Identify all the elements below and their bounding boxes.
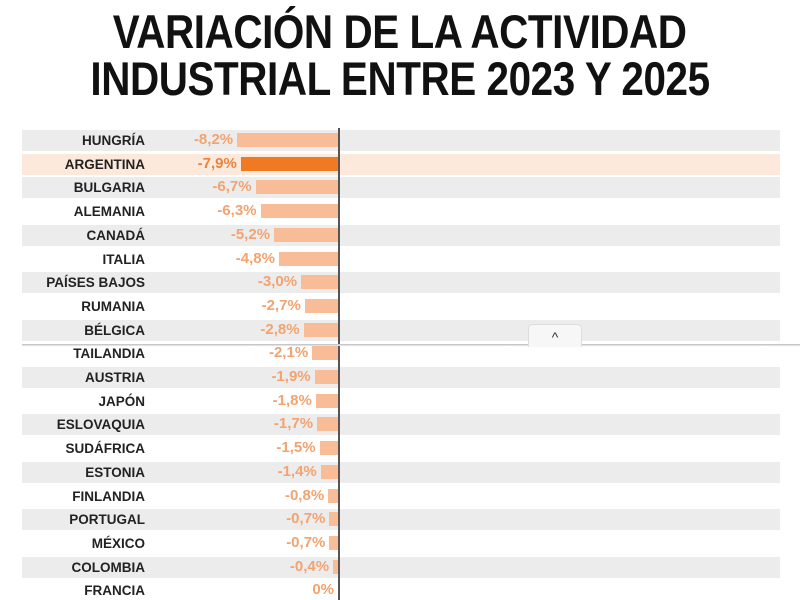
bar-austria bbox=[314, 370, 338, 384]
value-label: -0,7% bbox=[286, 510, 326, 528]
category-label: BULGARIA bbox=[73, 180, 145, 196]
category-label: HUNGRÍA bbox=[82, 133, 145, 148]
category-label: MÉXICO bbox=[91, 535, 145, 551]
scroll-to-top-button[interactable]: ^ bbox=[528, 324, 582, 347]
row-stripe bbox=[22, 556, 780, 578]
screen-seam-divider bbox=[22, 344, 800, 346]
bar-japón bbox=[315, 393, 338, 408]
category-label: ARGENTINA bbox=[64, 156, 145, 172]
row-stripe bbox=[22, 367, 780, 388]
row-stripe bbox=[22, 224, 780, 246]
chart-title-line-1: VARIACIÓN DE LA ACTIVIDAD bbox=[0, 8, 800, 56]
row-stripe bbox=[22, 319, 780, 341]
bar-bélgica bbox=[303, 322, 338, 337]
bar-canadá bbox=[274, 227, 338, 242]
category-label: BÉLGICA bbox=[84, 322, 145, 338]
value-label: -2,1% bbox=[268, 344, 309, 362]
value-label: -5,2% bbox=[230, 225, 271, 243]
category-label: CANADÁ bbox=[86, 227, 146, 243]
value-label: -0,8% bbox=[284, 486, 325, 504]
category-label: RUMANIA bbox=[81, 298, 145, 314]
bar-portugal bbox=[329, 512, 338, 527]
category-label: ESLOVAQUIA bbox=[56, 417, 145, 433]
bar-eslovaquia bbox=[317, 417, 338, 432]
chevron-up-icon: ^ bbox=[551, 329, 559, 345]
value-label: -7,9% bbox=[197, 154, 237, 172]
category-label: ALEMANIA bbox=[73, 204, 145, 220]
category-label: COLOMBIA bbox=[71, 559, 146, 575]
category-label: PAÍSES BAJOS bbox=[46, 275, 145, 291]
bar-sudáfrica bbox=[319, 441, 338, 456]
title-text: INDUSTRIAL ENTRE 2023 Y 2025 bbox=[90, 52, 710, 105]
bar-estonia bbox=[320, 464, 338, 479]
bar-italia bbox=[278, 251, 338, 266]
row-stripe bbox=[22, 130, 780, 151]
category-label: JAPÓN bbox=[98, 393, 145, 409]
category-label: ITALIA bbox=[102, 251, 146, 267]
value-label: -1,4% bbox=[277, 462, 317, 480]
value-label: -8,2% bbox=[193, 131, 234, 148]
row-stripe bbox=[22, 153, 780, 175]
value-label: -3,0% bbox=[257, 273, 298, 291]
bar-hungría bbox=[237, 133, 338, 147]
category-label: PORTUGAL bbox=[69, 512, 145, 528]
value-label: -6,3% bbox=[217, 202, 257, 220]
title-text: VARIACIÓN DE LA ACTIVIDAD bbox=[113, 5, 687, 58]
bar-alemania bbox=[260, 204, 338, 219]
row-stripe bbox=[22, 509, 780, 531]
bar-tailandia bbox=[312, 346, 338, 361]
category-label: AUSTRIA bbox=[85, 370, 145, 385]
bar-países bajos bbox=[301, 275, 338, 290]
row-stripe bbox=[22, 272, 780, 294]
category-label: ESTONIA bbox=[85, 464, 145, 480]
bar-colombia bbox=[333, 559, 338, 574]
bar-argentina bbox=[240, 156, 338, 171]
value-label: -1,8% bbox=[272, 391, 312, 409]
zero-axis-line bbox=[338, 128, 340, 600]
value-label: -1,7% bbox=[273, 415, 314, 433]
value-label: -0,4% bbox=[289, 557, 330, 575]
category-label: FRANCIA bbox=[84, 583, 145, 599]
category-label: TAILANDIA bbox=[73, 346, 145, 362]
value-label: -0,7% bbox=[286, 533, 326, 551]
value-label: -6,7% bbox=[212, 178, 252, 196]
bar-finlandia bbox=[328, 488, 338, 503]
value-label: -4,8% bbox=[235, 249, 275, 267]
value-label: -2,8% bbox=[260, 320, 300, 338]
category-label: SUDÁFRICA bbox=[65, 441, 146, 457]
value-label: -1,9% bbox=[271, 368, 311, 385]
value-label: -2,7% bbox=[261, 296, 301, 314]
row-stripe bbox=[22, 414, 780, 436]
bar-méxico bbox=[329, 535, 338, 550]
bar-bulgaria bbox=[255, 180, 338, 195]
value-label: 0% bbox=[312, 581, 334, 599]
value-label: -1,5% bbox=[276, 439, 316, 457]
category-label: FINLANDIA bbox=[72, 488, 145, 504]
row-stripe bbox=[22, 461, 780, 483]
row-stripe bbox=[22, 177, 780, 199]
chart-title-line-2: INDUSTRIAL ENTRE 2023 Y 2025 bbox=[0, 55, 800, 103]
bar-rumania bbox=[304, 298, 338, 313]
